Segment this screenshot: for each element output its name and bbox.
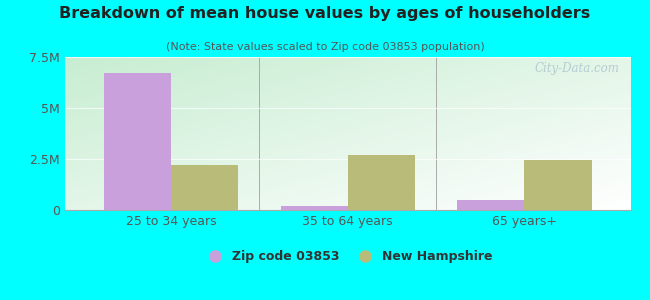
Text: Breakdown of mean house values by ages of householders: Breakdown of mean house values by ages o… — [59, 6, 591, 21]
Bar — [281, 206, 348, 210]
Bar — [348, 155, 415, 210]
Bar — [525, 160, 592, 210]
Bar — [458, 200, 525, 210]
Legend: Zip code 03853, New Hampshire: Zip code 03853, New Hampshire — [198, 245, 498, 268]
Text: City-Data.com: City-Data.com — [534, 61, 619, 75]
Text: (Note: State values scaled to Zip code 03853 population): (Note: State values scaled to Zip code 0… — [166, 42, 484, 52]
Bar — [171, 165, 238, 210]
Bar — [104, 73, 171, 210]
